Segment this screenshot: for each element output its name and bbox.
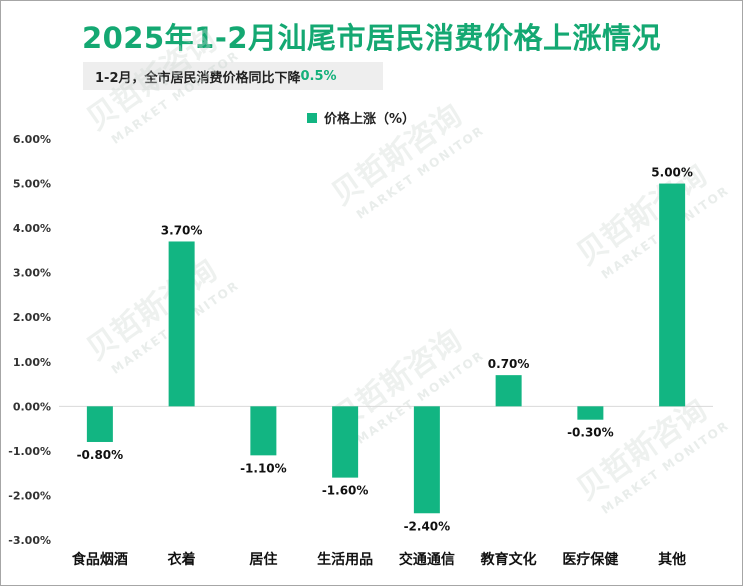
legend-label: 价格上涨（%） <box>324 112 416 127</box>
data-label: -0.30% <box>567 426 614 440</box>
bar <box>86 406 113 442</box>
x-tick-label: 交通通信 <box>399 551 455 568</box>
subtitle-box: 1-2月，全市居民消费价格同比下降 0.5% <box>83 62 383 90</box>
bar <box>168 241 195 407</box>
y-tick-label: 2.00% <box>13 311 51 324</box>
data-label: 5.00% <box>651 166 693 180</box>
y-tick-label: 5.00% <box>13 178 51 191</box>
legend: 价格上涨（%） <box>307 108 415 127</box>
y-tick-label: 6.00% <box>13 133 51 146</box>
y-tick-label: -3.00% <box>8 534 51 547</box>
bar <box>577 406 604 420</box>
y-tick-label: 1.00% <box>13 356 51 369</box>
subtitle-text: 1-2月，全市居民消费价格同比下降 <box>95 70 301 86</box>
bar <box>495 375 522 407</box>
x-tick-label: 生活用品 <box>317 551 373 568</box>
data-label: 0.70% <box>488 357 530 371</box>
data-label: -0.80% <box>77 448 124 462</box>
legend-swatch <box>307 112 317 123</box>
bar <box>413 406 440 514</box>
x-tick-label: 居住 <box>249 551 277 568</box>
x-tick-label: 衣着 <box>168 551 196 568</box>
data-label: -2.40% <box>404 519 451 533</box>
x-tick-label: 食品烟酒 <box>72 551 128 568</box>
y-tick-label: 4.00% <box>13 222 51 235</box>
y-tick-label: -2.00% <box>8 489 51 502</box>
x-tick-label: 医疗保健 <box>562 551 618 568</box>
y-tick-label: -1.00% <box>8 445 51 458</box>
x-tick-label: 教育文化 <box>481 551 537 568</box>
chart-title: 2025年1-2月汕尾市居民消费价格上涨情况 <box>81 21 662 55</box>
bar <box>250 406 277 456</box>
data-label: 3.70% <box>161 223 203 237</box>
subtitle-highlight: 0.5% <box>300 68 337 84</box>
data-label: -1.10% <box>240 461 287 475</box>
bar <box>332 406 359 478</box>
x-tick-label: 其他 <box>658 551 686 568</box>
data-label: -1.60% <box>322 484 369 498</box>
bar <box>659 183 686 407</box>
y-tick-label: 3.00% <box>13 267 51 280</box>
y-tick-label: 0.00% <box>13 400 51 413</box>
